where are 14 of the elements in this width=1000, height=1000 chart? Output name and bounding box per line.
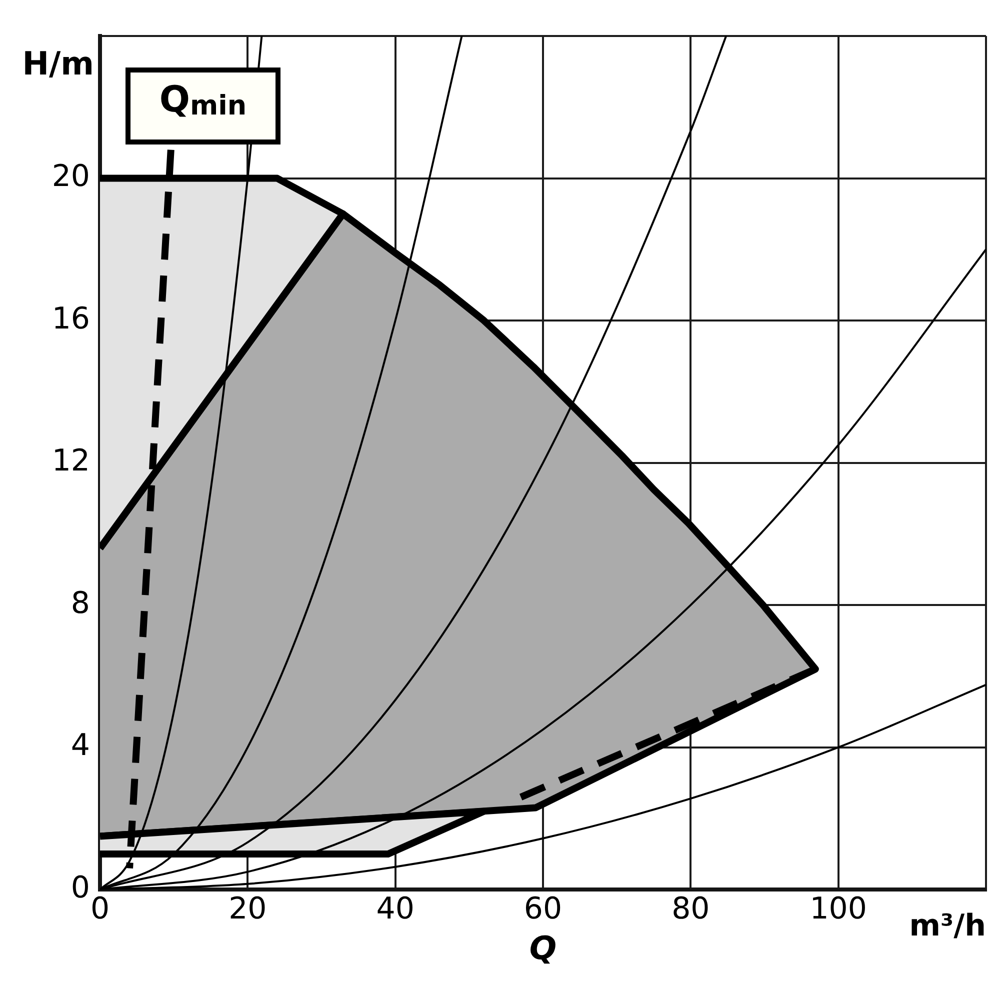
text: m³/h [909,908,986,944]
x-tick-label: 60 [524,891,562,926]
y-tick-label: 8 [70,586,90,621]
x-tick-label: 100 [810,891,867,926]
x-tick-label: 80 [672,891,710,926]
y-tick-label: 20 [52,159,90,194]
x-tick-label: 40 [376,891,414,926]
y-tick-label: 12 [52,444,90,479]
x-tick-label: 20 [228,891,267,926]
y-axis-title: H/m [22,44,94,82]
annotation: Qmin [159,79,247,122]
y-tick-label: 4 [70,728,90,764]
y-tick-label: 16 [52,301,90,336]
x-axis-title: Q [529,929,557,968]
